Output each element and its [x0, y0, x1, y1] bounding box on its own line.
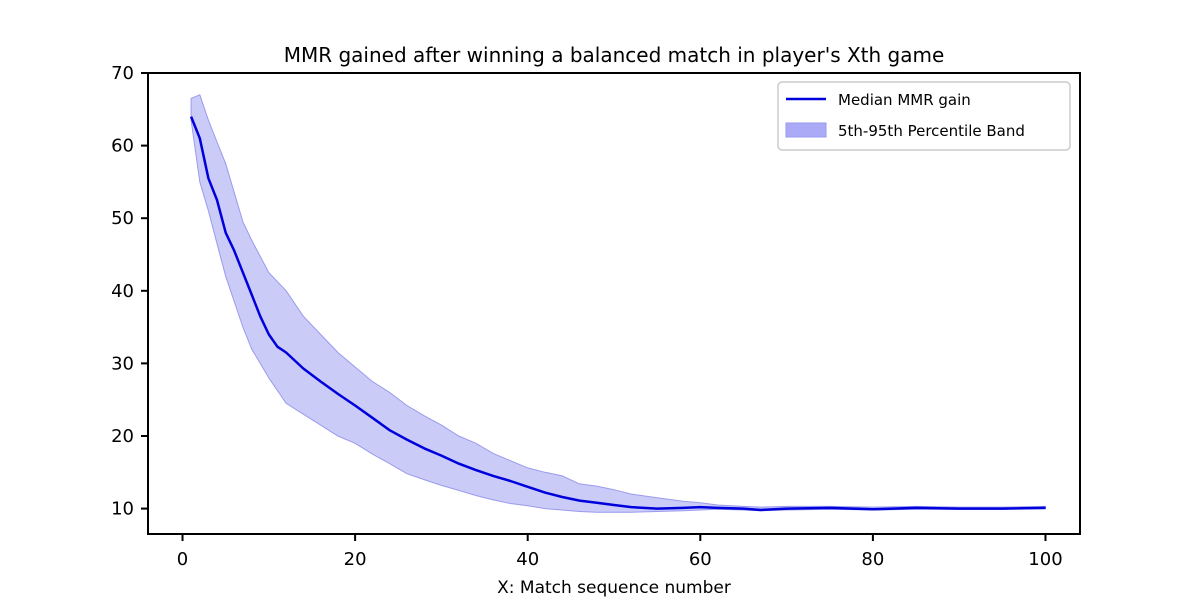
legend: Median MMR gain 5th-95th Percentile Band — [777, 81, 1071, 151]
x-tick-label: 0 — [177, 549, 188, 570]
y-tick-label: 40 — [111, 281, 134, 302]
y-tick-label: 30 — [111, 353, 134, 374]
median-line — [189, 116, 1046, 512]
y-tick-label: 70 — [111, 63, 134, 84]
x-tick-label: 20 — [344, 549, 367, 570]
y-tick-label: 50 — [111, 208, 134, 229]
y-tick-label: 20 — [111, 426, 134, 447]
y-axis: 10 20 30 40 50 60 70 — [111, 63, 148, 520]
legend-band-label: 5th-95th Percentile Band — [838, 122, 1025, 140]
percentile-band-area — [190, 94, 1046, 513]
legend-band-swatch — [785, 122, 827, 138]
x-tick-label: 100 — [1028, 549, 1062, 570]
y-tick-label: 60 — [111, 136, 134, 157]
median-line-layer — [189, 116, 1046, 512]
legend-box — [777, 81, 1071, 151]
chart-title: MMR gained after winning a balanced matc… — [284, 43, 945, 67]
x-axis-label: X: Match sequence number — [497, 578, 731, 598]
x-tick-label: 80 — [861, 549, 884, 570]
percentile-band-layer — [190, 94, 1046, 513]
x-tick-label: 60 — [689, 549, 712, 570]
x-tick-label: 40 — [516, 549, 539, 570]
x-axis: 0 20 40 60 80 100 — [177, 534, 1063, 570]
y-tick-label: 10 — [111, 499, 134, 520]
legend-median-label: Median MMR gain — [838, 91, 971, 109]
plot-area — [147, 72, 1081, 535]
